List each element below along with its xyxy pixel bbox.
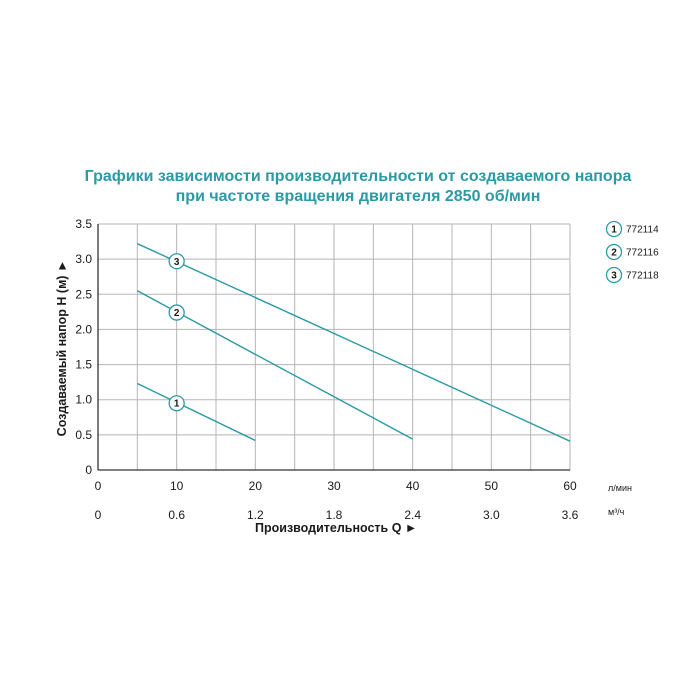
legend-item-label: 772118 [626,271,659,282]
x-axis-secondary-ticks: 0 0.6 1.2 1.8 2.4 3.0 3.6 [95,508,579,522]
y-tick-label: 1.5 [75,358,92,372]
series-line-772114 [137,382,256,442]
y-tick-label: 0 [85,463,92,477]
x-unit-primary: л/мин [608,483,632,493]
y-tick-label: 1.0 [75,393,92,407]
legend-marker-label: 1 [611,225,617,236]
y-tick-label: 0.5 [75,428,92,442]
x-tick-label: 60 [563,479,577,493]
series-marker-circle [168,253,185,270]
chart-legend: 1 772114 2 772116 3 772118 [605,220,659,284]
series-marker-label: 1 [174,399,180,410]
legend-marker-circle [605,220,623,238]
x-tick-label: 0 [95,479,102,493]
legend-item-label: 772114 [626,225,659,236]
x-tick-label: 20 [249,479,263,493]
x-secondary-tick-label: 2.4 [404,508,421,522]
chart-series: 1 2 3 [137,243,571,442]
y-tick-label: 2.0 [75,322,92,336]
legend-marker-circle [605,243,623,261]
x-axis-label: Производительность Q ► [255,521,417,535]
x-axis-ticks: 0 10 20 30 40 50 60 [95,479,577,493]
x-secondary-tick-label: 3.0 [483,508,500,522]
chart-title: Графики зависимости производительности о… [85,168,632,185]
x-secondary-tick-label: 1.2 [247,508,264,522]
x-tick-label: 50 [485,479,499,493]
series-marker-circle [168,395,185,412]
legend-item-label: 772116 [626,248,659,259]
chart-axes [97,223,571,471]
y-tick-label: 2.5 [75,287,92,301]
series-marker-circle [168,304,185,321]
y-tick-label: 3.0 [75,252,92,266]
x-secondary-tick-label: 1.8 [326,508,343,522]
chart-subtitle: при частоте вращения двигателя 2850 об/м… [176,188,541,205]
x-secondary-tick-label: 0.6 [168,508,185,522]
y-axis-label: Создаваемый напор Н (м) ► [55,260,69,437]
legend-marker-label: 2 [611,248,617,259]
series-marker-label: 3 [174,257,180,268]
chart-grid [98,224,570,470]
series-marker-label: 2 [174,308,180,319]
x-tick-label: 10 [170,479,184,493]
legend-marker-circle [605,266,623,284]
y-axis-ticks: 0 0.5 1.0 1.5 2.0 2.5 3.0 3.5 [75,217,92,477]
legend-marker-label: 3 [611,271,617,282]
series-line-772118 [137,243,571,442]
x-tick-label: 40 [406,479,420,493]
x-secondary-tick-label: 0 [95,508,102,522]
x-secondary-tick-label: 3.6 [562,508,579,522]
x-tick-label: 30 [327,479,341,493]
x-unit-secondary: м³/ч [608,507,625,517]
y-tick-label: 3.5 [75,217,92,231]
